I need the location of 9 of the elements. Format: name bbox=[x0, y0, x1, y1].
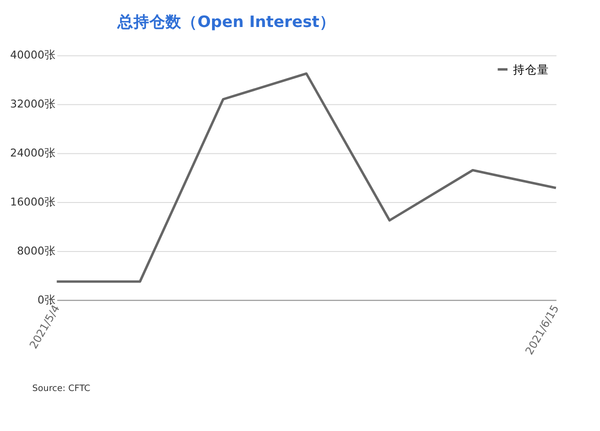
y-tick-label: 16000张 bbox=[10, 195, 56, 208]
chart-title: 总持仓数（Open Interest） bbox=[116, 12, 336, 31]
y-tick-label: 24000张 bbox=[10, 146, 56, 160]
legend-label: 持仓量 bbox=[512, 62, 549, 76]
y-tick-label: 32000张 bbox=[10, 98, 56, 111]
y-tick-label: 40000张 bbox=[10, 48, 56, 62]
y-tick-label: 8000张 bbox=[16, 244, 56, 258]
y-tick-label: 0张 bbox=[37, 293, 56, 306]
source-note: Source: CFTC bbox=[32, 384, 90, 394]
